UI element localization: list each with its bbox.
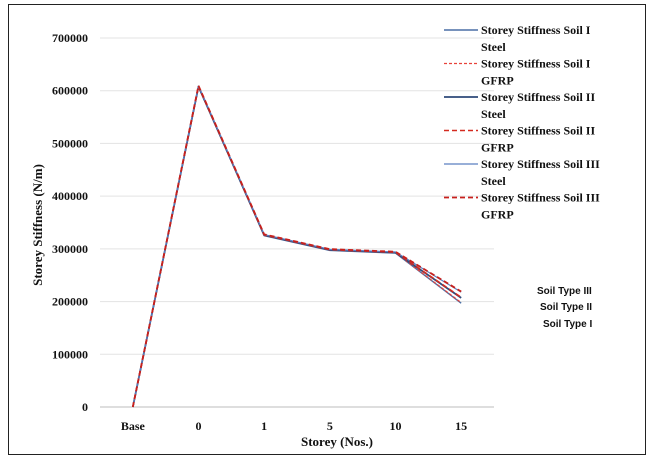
legend-label: Storey Stiffness Soil II GFRP — [481, 124, 595, 155]
x-tick-labels: Base 0 1 5 10 15 — [121, 419, 467, 433]
y-tick-label: 500000 — [52, 136, 88, 150]
x-tick-label: 0 — [196, 419, 202, 433]
y-tick-label: 700000 — [52, 31, 88, 45]
chart-frame — [8, 4, 646, 455]
series-lines — [131, 84, 462, 408]
series-line — [131, 85, 462, 408]
series-line — [132, 86, 462, 408]
x-tick-label: 10 — [390, 419, 402, 433]
y-tick-label: 0 — [82, 400, 88, 414]
y-tick-label: 200000 — [52, 295, 88, 309]
series-line — [132, 86, 462, 408]
x-tick-label: Base — [121, 419, 146, 433]
grid-lines — [100, 37, 494, 408]
y-tick-label: 600000 — [52, 84, 88, 98]
legend-label: Storey Stiffness Soil III Steel — [481, 157, 600, 188]
legend-label: Storey Stiffness Soil II Steel — [481, 90, 595, 121]
series-line — [132, 85, 462, 408]
y-tick-label: 400000 — [52, 189, 88, 203]
series-line — [132, 85, 462, 408]
legend-label: Storey Stiffness Soil I GFRP — [481, 57, 591, 88]
x-axis-title: Storey (Nos.) — [301, 434, 373, 449]
annotation-soil-type-ii: Soil Type II — [540, 302, 592, 313]
annotation-soil-type-iii: Soil Type III — [537, 286, 592, 297]
series-line — [131, 84, 462, 408]
annotation-soil-type-i: Soil Type I — [543, 319, 592, 330]
legend-label: Storey Stiffness Soil I Steel — [481, 23, 591, 54]
y-axis-title: Storey Stiffness (N/m) — [30, 164, 45, 286]
legend-label: Storey Stiffness Soil III GFRP — [481, 191, 600, 222]
x-tick-label: 1 — [261, 419, 267, 433]
x-tick-label: 15 — [455, 419, 467, 433]
y-tick-label: 300000 — [52, 242, 88, 256]
y-tick-labels: 0 100000 200000 300000 400000 500000 600000 700… — [52, 31, 88, 414]
y-tick-label: 100000 — [52, 347, 88, 361]
x-tick-label: 5 — [327, 419, 333, 433]
